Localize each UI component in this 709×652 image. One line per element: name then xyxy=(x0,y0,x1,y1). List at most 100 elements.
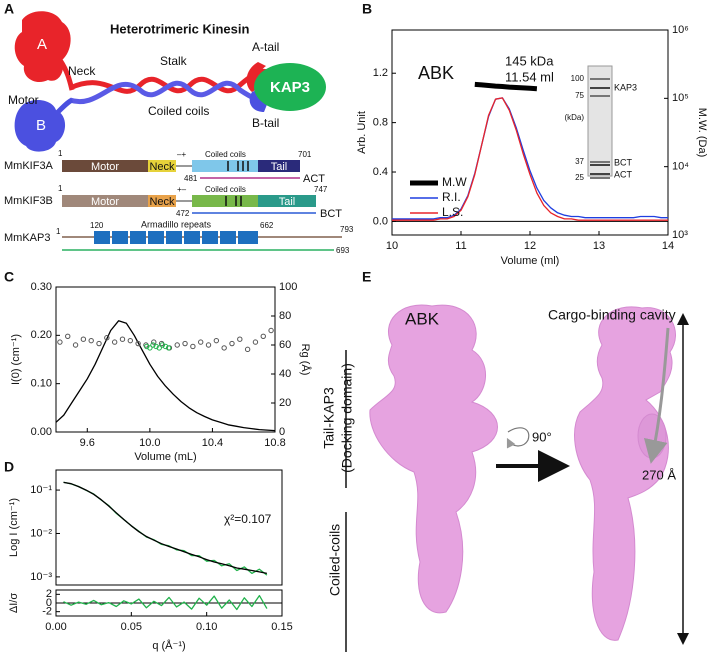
cavity-arrow xyxy=(643,327,670,464)
region-label: (Docking domain) xyxy=(339,363,355,473)
map-title: ABK xyxy=(405,309,440,328)
y2-tick-label: 10³ xyxy=(672,229,688,241)
domain-label: Tail xyxy=(271,161,288,173)
stripes xyxy=(227,161,249,171)
data-point xyxy=(88,337,94,344)
armadillo-repeats xyxy=(94,231,258,244)
y-tick-label: 10⁻¹ xyxy=(30,484,52,496)
b-tail-shape xyxy=(249,88,268,112)
data-point xyxy=(153,343,159,350)
data-line xyxy=(474,81,538,92)
y-tick-label: 2 xyxy=(46,588,52,600)
motor-label: Motor xyxy=(8,93,39,107)
residue: 701 xyxy=(298,150,312,159)
coil-domain xyxy=(192,160,258,172)
gel-band-label: ACT xyxy=(614,169,633,179)
x-tick-label: 10 xyxy=(386,240,398,252)
x-axis-title: q (Å⁻¹) xyxy=(152,639,185,652)
motor-b xyxy=(14,99,66,152)
domain-label: Coiled coils xyxy=(205,185,246,194)
region-label: Tail-KAP3 xyxy=(321,387,337,449)
row-name: MmKIF3A xyxy=(4,160,54,172)
y-axis-title: I(0) (cm⁻¹) xyxy=(10,334,22,385)
annotation: 145 kDa xyxy=(505,53,554,68)
motor-a xyxy=(14,11,71,83)
y2-tick-label: 40 xyxy=(279,368,291,380)
domain-bars xyxy=(62,160,342,251)
x-tick-label: 10.8 xyxy=(264,437,285,449)
data-point xyxy=(147,345,153,351)
y2-tick-label: 100 xyxy=(279,281,297,293)
x-tick-label: 0.05 xyxy=(121,621,142,633)
coils-label: Coiled coils xyxy=(148,104,209,118)
diagram-title: Heterotrimeric Kinesin xyxy=(110,21,249,36)
data-line xyxy=(392,97,668,220)
data-point xyxy=(237,336,243,342)
y2-axis-title: M.W. (Da) xyxy=(696,108,708,158)
data-point xyxy=(165,345,172,351)
x-tick-label: 0.10 xyxy=(196,621,217,633)
domain-label: Neck xyxy=(149,196,175,208)
neck-label: Neck xyxy=(68,64,96,78)
data-point xyxy=(156,345,162,351)
row-name: MmKAP3 xyxy=(4,232,50,244)
data-point xyxy=(80,336,87,342)
annotation: χ²=0.107 xyxy=(224,512,272,526)
tail-label: B-tail xyxy=(252,116,279,130)
x-tick-label: 0.00 xyxy=(45,621,66,633)
tail-domain xyxy=(258,160,300,172)
y-tick-label: -2 xyxy=(42,606,52,618)
data-point xyxy=(111,339,118,345)
neck-a xyxy=(57,58,75,91)
rotation-label: 90° xyxy=(532,429,552,444)
data-line xyxy=(63,481,268,575)
kap3-label: KAP3 xyxy=(270,79,310,96)
panel-label: A xyxy=(4,1,14,17)
y2-tick-label: 10⁴ xyxy=(672,161,689,173)
domain-label: Motor xyxy=(91,196,119,208)
data-point xyxy=(150,342,156,348)
x-tick-label: 12 xyxy=(524,240,536,252)
residue: 481 xyxy=(184,174,198,183)
data-point xyxy=(197,339,204,345)
residue: 693 xyxy=(336,246,350,255)
gel-band-label: KAP3 xyxy=(614,82,637,92)
data-point xyxy=(252,339,259,345)
x-tick-label: 10.0 xyxy=(139,437,160,449)
domain-label: Motor xyxy=(91,161,119,173)
y2-tick-label: 10⁶ xyxy=(672,24,689,36)
residue: 1 xyxy=(58,184,63,193)
annotation: 11.54 ml xyxy=(505,69,554,84)
y-tick-label: 0.0 xyxy=(373,215,388,227)
residue: 793 xyxy=(340,225,354,234)
density-front xyxy=(369,304,498,614)
y-tick-label: 0.4 xyxy=(373,166,388,178)
data-point xyxy=(221,345,227,351)
gel-band-label: BCT xyxy=(614,157,633,167)
y-tick-label: 0.20 xyxy=(31,329,52,341)
y2-tick-label: 60 xyxy=(279,339,291,351)
x-tick-label: 11 xyxy=(455,240,466,252)
domain-label: Neck xyxy=(149,161,175,173)
x-axis-title: Volume (mL) xyxy=(134,451,196,463)
y-axis-title: ΔI/σ xyxy=(8,593,20,613)
data-point xyxy=(268,327,274,334)
data-point xyxy=(144,343,150,350)
y-tick-label: 1.2 xyxy=(373,67,388,79)
y2-tick-label: 80 xyxy=(279,310,291,322)
charge: +– xyxy=(177,185,187,194)
residue: 472 xyxy=(176,209,190,218)
tail-label: A-tail xyxy=(252,40,279,54)
panel-label: E xyxy=(362,269,371,285)
density-maps xyxy=(369,304,676,641)
y-tick-label: 0.8 xyxy=(373,117,388,129)
neck-domain xyxy=(148,195,176,207)
subunit-label: A xyxy=(37,36,47,53)
gel-marker: 37 xyxy=(575,157,584,166)
kinesin-cartoon xyxy=(14,11,326,152)
tail-domain xyxy=(258,195,316,207)
y-tick-label: 0.30 xyxy=(31,281,52,293)
legend-label: R.I. xyxy=(442,190,461,204)
y-axis-title: Arb. Unit xyxy=(356,111,368,154)
